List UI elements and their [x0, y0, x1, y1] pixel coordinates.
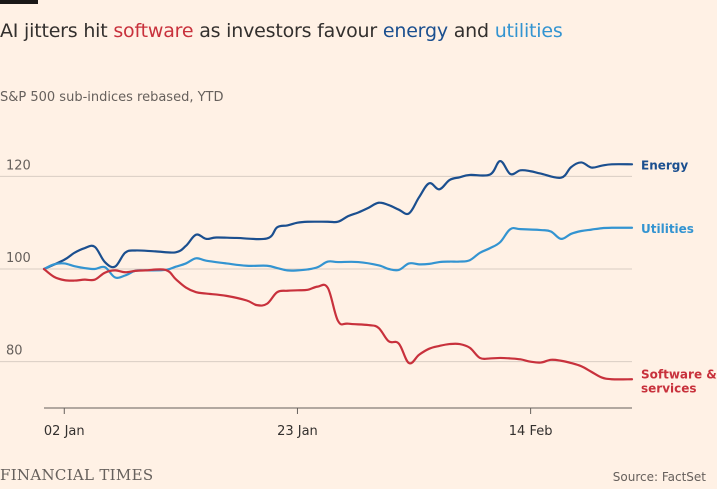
- series-label-line: Software &: [641, 367, 717, 381]
- series-line-utilities: [42, 226, 634, 279]
- title-part-1: software: [113, 20, 194, 42]
- y-tick-label: 80: [6, 344, 23, 359]
- financial-times-logo: FINANCIAL TIMES: [0, 466, 154, 484]
- chart-title: AI jitters hit software as investors fav…: [0, 20, 563, 42]
- series-label-energy: Energy: [641, 158, 688, 172]
- ft-top-rule: [0, 0, 38, 4]
- x-tick-label: 02 Jan: [44, 424, 85, 439]
- series-label-software-services: Software & services: [641, 367, 717, 395]
- chart-subtitle: S&P 500 sub-indices rebased, YTD: [0, 90, 224, 105]
- title-part-4: and: [447, 20, 495, 42]
- title-part-5: utilities: [494, 20, 563, 42]
- series-label-line: services: [641, 381, 697, 395]
- series-line-software-services: [42, 267, 634, 381]
- title-part-0: AI jitters hit: [0, 20, 114, 42]
- title-part-2: as investors favour: [193, 20, 383, 42]
- title-part-3: energy: [382, 20, 448, 42]
- x-tick-label: 14 Feb: [509, 424, 553, 439]
- y-tick-label: 100: [6, 251, 31, 266]
- series-label-line: Energy: [641, 158, 688, 172]
- x-tick-label: 23 Jan: [277, 424, 318, 439]
- series-label-line: Utilities: [641, 222, 694, 236]
- series-line-energy: [42, 159, 634, 271]
- series-label-utilities: Utilities: [641, 222, 694, 236]
- y-tick-label: 120: [6, 158, 31, 173]
- source-note: Source: FactSet: [612, 470, 706, 484]
